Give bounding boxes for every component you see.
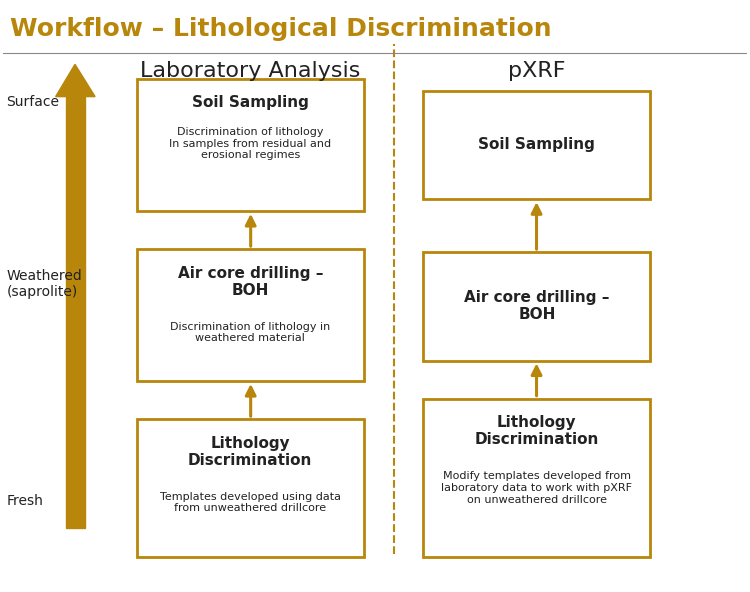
Text: Air core drilling –
BOH: Air core drilling – BOH <box>178 265 323 298</box>
Text: Discrimination of lithology
In samples from residual and
erosional regimes: Discrimination of lithology In samples f… <box>170 127 332 160</box>
Text: Air core drilling –
BOH: Air core drilling – BOH <box>464 290 610 323</box>
FancyBboxPatch shape <box>424 252 650 361</box>
Text: Templates developed using data
from unweathered drillcore: Templates developed using data from unwe… <box>160 492 340 513</box>
Text: Workflow – Lithological Discrimination: Workflow – Lithological Discrimination <box>10 17 552 41</box>
Text: Modify templates developed from
laboratory data to work with pXRF
on unweathered: Modify templates developed from laborato… <box>442 471 632 504</box>
FancyBboxPatch shape <box>136 419 364 557</box>
Text: Lithology
Discrimination: Lithology Discrimination <box>475 415 599 448</box>
Text: Soil Sampling: Soil Sampling <box>192 95 309 111</box>
FancyBboxPatch shape <box>424 398 650 557</box>
Text: Lithology
Discrimination: Lithology Discrimination <box>188 436 313 468</box>
Text: Fresh: Fresh <box>7 494 44 509</box>
Text: Laboratory Analysis: Laboratory Analysis <box>140 62 361 82</box>
Polygon shape <box>66 96 85 527</box>
Polygon shape <box>56 65 95 96</box>
FancyBboxPatch shape <box>136 249 364 381</box>
Text: pXRF: pXRF <box>508 62 566 82</box>
Text: Discrimination of lithology in
weathered material: Discrimination of lithology in weathered… <box>170 322 331 343</box>
Text: Soil Sampling: Soil Sampling <box>478 137 596 153</box>
Text: Surface: Surface <box>7 95 59 110</box>
Text: Weathered
(saprolite): Weathered (saprolite) <box>7 269 82 300</box>
FancyBboxPatch shape <box>424 91 650 200</box>
FancyBboxPatch shape <box>136 79 364 211</box>
